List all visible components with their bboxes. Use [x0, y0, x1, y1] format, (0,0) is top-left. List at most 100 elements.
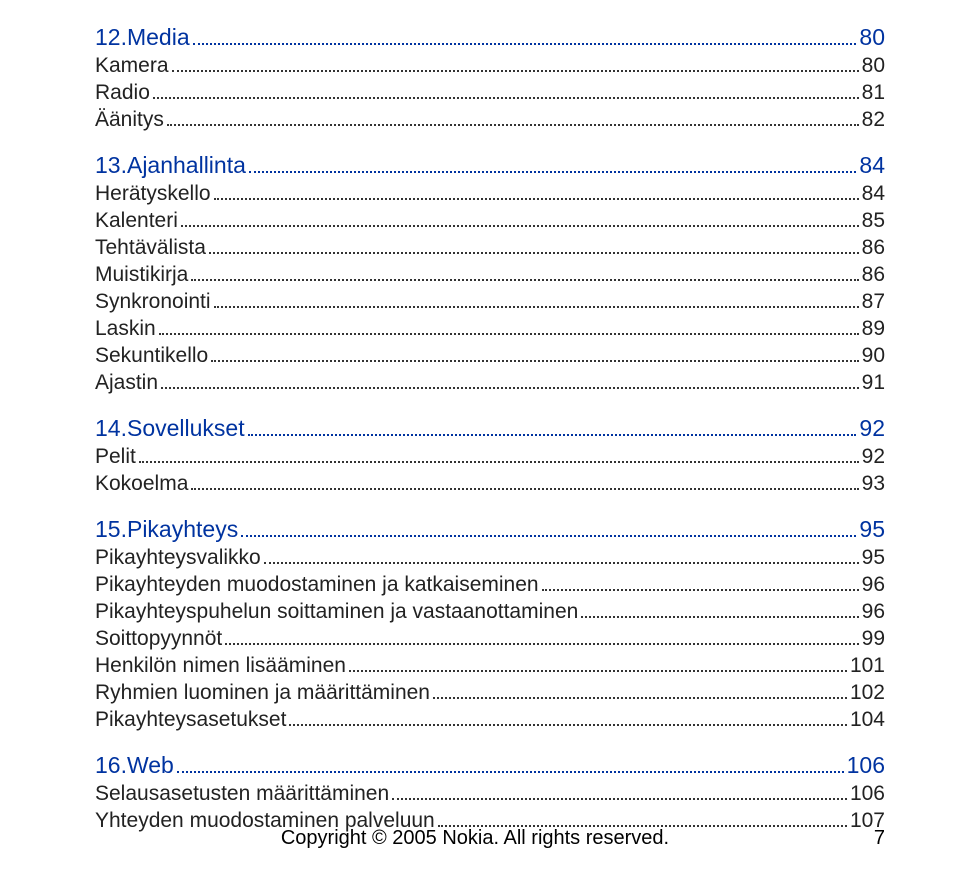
- toc-entry-page: 84: [862, 182, 885, 206]
- toc-entry-page: 99: [862, 627, 885, 651]
- toc-leader-dots: [249, 171, 857, 173]
- toc-entry-page: 101: [850, 654, 885, 678]
- page-number: 7: [855, 827, 885, 850]
- toc-sub-row: Kokoelma 93: [95, 472, 885, 496]
- toc-leader-dots: [167, 124, 859, 126]
- toc-entry-label: Henkilön nimen lisääminen: [95, 654, 346, 678]
- toc-entry-label: Pikayhteyspuhelun soittaminen ja vastaan…: [95, 600, 578, 624]
- toc-sub-row: Pikayhteyden muodostaminen ja katkaisemi…: [95, 573, 885, 597]
- toc-sub-row: Ajastin 91: [95, 371, 885, 395]
- toc-entry-page: 92: [859, 415, 885, 442]
- toc-entry-page: 82: [862, 108, 885, 132]
- toc-sub-row: Soittopyynnöt 99: [95, 627, 885, 651]
- toc-sub-row: Sekuntikello 90: [95, 344, 885, 368]
- toc-entry-page: 96: [862, 600, 885, 624]
- toc-sub-row: Pikayhteyspuhelun soittaminen ja vastaan…: [95, 600, 885, 624]
- toc-entry-label: 13.Ajanhallinta: [95, 152, 246, 179]
- toc-entry-page: 90: [862, 344, 885, 368]
- toc-entry-label: Soittopyynnöt: [95, 627, 222, 651]
- toc-leader-dots: [211, 360, 858, 362]
- toc-page: 12.Media 80 Kamera 80 Radio 81 Äänitys 82 13…: [0, 0, 960, 885]
- table-of-contents: 12.Media 80 Kamera 80 Radio 81 Äänitys 82 13…: [95, 24, 885, 845]
- toc-entry-label: Pikayhteysasetukset: [95, 708, 286, 732]
- toc-leader-dots: [209, 252, 859, 254]
- toc-leader-dots: [264, 562, 859, 564]
- toc-entry-label: Sekuntikello: [95, 344, 208, 368]
- toc-leader-dots: [159, 333, 859, 335]
- toc-entry-page: 86: [862, 263, 885, 287]
- toc-entry-page: 104: [850, 708, 885, 732]
- toc-entry-label: Laskin: [95, 317, 156, 341]
- toc-entry-page: 87: [862, 290, 885, 314]
- toc-leader-dots: [191, 279, 858, 281]
- toc-entry-page: 91: [862, 371, 885, 395]
- toc-entry-label: 16.Web: [95, 752, 174, 779]
- toc-entry-page: 80: [859, 24, 885, 51]
- toc-leader-dots: [172, 70, 859, 72]
- toc-entry-label: Äänitys: [95, 108, 164, 132]
- toc-sub-row: Muistikirja 86: [95, 263, 885, 287]
- toc-entry-page: 96: [862, 573, 885, 597]
- toc-entry-page: 106: [847, 752, 885, 779]
- toc-leader-dots: [289, 724, 847, 726]
- toc-entry-label: Tehtävälista: [95, 236, 206, 260]
- toc-leader-dots: [214, 306, 859, 308]
- toc-leader-dots: [191, 488, 858, 490]
- toc-entry-page: 92: [862, 445, 885, 469]
- toc-entry-label: Pikayhteysvalikko: [95, 546, 261, 570]
- toc-sub-row: Kamera 80: [95, 54, 885, 78]
- toc-leader-dots: [193, 43, 857, 45]
- toc-entry-label: Selausasetusten määrittäminen: [95, 782, 389, 806]
- toc-heading-row: 15.Pikayhteys 95: [95, 516, 885, 543]
- page-footer: Copyright © 2005 Nokia. All rights reser…: [95, 827, 885, 850]
- toc-entry-label: Synkronointi: [95, 290, 211, 314]
- toc-entry-label: Kamera: [95, 54, 169, 78]
- toc-heading-row: 16.Web 106: [95, 752, 885, 779]
- toc-leader-dots: [139, 461, 859, 463]
- copyright-text: Copyright © 2005 Nokia. All rights reser…: [95, 827, 855, 850]
- toc-entry-label: Ryhmien luominen ja määrittäminen: [95, 681, 430, 705]
- toc-heading-row: 13.Ajanhallinta 84: [95, 152, 885, 179]
- toc-leader-dots: [392, 798, 847, 800]
- toc-sub-row: Äänitys 82: [95, 108, 885, 132]
- toc-leader-dots: [153, 97, 859, 99]
- toc-entry-label: 15.Pikayhteys: [95, 516, 238, 543]
- toc-entry-page: 93: [862, 472, 885, 496]
- toc-leader-dots: [214, 198, 859, 200]
- toc-sub-row: Ryhmien luominen ja määrittäminen 102: [95, 681, 885, 705]
- toc-entry-label: Pelit: [95, 445, 136, 469]
- toc-leader-dots: [225, 643, 858, 645]
- toc-entry-label: Pikayhteyden muodostaminen ja katkaisemi…: [95, 573, 539, 597]
- toc-entry-page: 95: [862, 546, 885, 570]
- toc-entry-page: 81: [862, 81, 885, 105]
- toc-sub-row: Laskin 89: [95, 317, 885, 341]
- toc-entry-label: Kokoelma: [95, 472, 188, 496]
- toc-entry-label: 12.Media: [95, 24, 190, 51]
- toc-entry-page: 86: [862, 236, 885, 260]
- toc-leader-dots: [581, 616, 858, 618]
- toc-leader-dots: [241, 535, 856, 537]
- toc-entry-page: 89: [862, 317, 885, 341]
- toc-entry-page: 106: [850, 782, 885, 806]
- toc-leader-dots: [349, 670, 847, 672]
- toc-leader-dots: [161, 387, 859, 389]
- toc-sub-row: Synkronointi 87: [95, 290, 885, 314]
- toc-leader-dots: [177, 771, 844, 773]
- toc-entry-page: 95: [859, 516, 885, 543]
- toc-entry-label: Ajastin: [95, 371, 158, 395]
- toc-leader-dots: [542, 589, 859, 591]
- toc-entry-page: 85: [862, 209, 885, 233]
- toc-leader-dots: [181, 225, 859, 227]
- toc-heading-row: 12.Media 80: [95, 24, 885, 51]
- toc-sub-row: Pikayhteysasetukset 104: [95, 708, 885, 732]
- toc-leader-dots: [433, 697, 847, 699]
- toc-sub-row: Kalenteri 85: [95, 209, 885, 233]
- toc-entry-label: Kalenteri: [95, 209, 178, 233]
- toc-sub-row: Radio 81: [95, 81, 885, 105]
- toc-leader-dots: [248, 434, 857, 436]
- toc-sub-row: Selausasetusten määrittäminen 106: [95, 782, 885, 806]
- toc-sub-row: Henkilön nimen lisääminen 101: [95, 654, 885, 678]
- toc-sub-row: Herätyskello 84: [95, 182, 885, 206]
- toc-entry-label: 14.Sovellukset: [95, 415, 245, 442]
- toc-heading-row: 14.Sovellukset 92: [95, 415, 885, 442]
